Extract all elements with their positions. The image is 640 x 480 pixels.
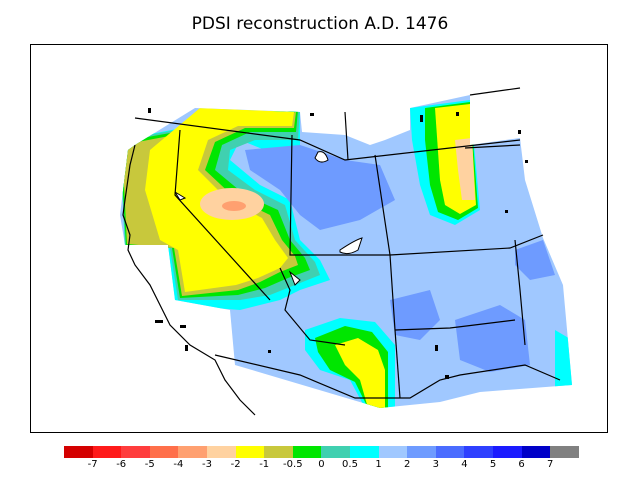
island-mark bbox=[310, 113, 314, 116]
coastline bbox=[122, 144, 256, 416]
border-co-ks bbox=[389, 234, 544, 256]
lake-tahoe bbox=[174, 191, 187, 201]
island-mark bbox=[180, 325, 186, 328]
legend-tick-label: 7 bbox=[547, 459, 554, 470]
pdsi-map bbox=[120, 87, 572, 416]
island-mark bbox=[148, 108, 151, 113]
legend-tick-label: -1 bbox=[259, 459, 270, 470]
border-az-west bbox=[279, 267, 346, 346]
legend-swatch bbox=[292, 446, 322, 458]
island-mark bbox=[445, 375, 449, 379]
legend-tick-label: 4 bbox=[461, 459, 468, 470]
legend-tick-label: -0.5 bbox=[283, 459, 303, 470]
legend-swatch bbox=[464, 446, 493, 458]
legend-tick-label: -2 bbox=[230, 459, 241, 470]
legend-tick-label: 5 bbox=[489, 459, 497, 470]
color-legend-ticks: -7 -6 -5 -4 -3 -2 -1 -0.5 0 0.5 1 2 3 4 5 6 7 bbox=[64, 459, 579, 473]
zone-blue-nm bbox=[455, 305, 530, 372]
island-mark bbox=[420, 115, 423, 122]
legend-swatch bbox=[407, 446, 436, 458]
island-mark bbox=[518, 130, 521, 134]
border-sd bbox=[464, 144, 521, 149]
border-east bbox=[514, 239, 526, 346]
legend-tick-label: 0 bbox=[318, 459, 325, 470]
legend-swatch bbox=[492, 446, 522, 458]
island-mark bbox=[268, 350, 271, 353]
legend-tick-label: -4 bbox=[173, 459, 184, 470]
zone-blue-utah bbox=[245, 145, 395, 230]
zone-orange-nevada bbox=[222, 201, 246, 211]
legend-tick-label: 1 bbox=[375, 459, 382, 470]
island-mark bbox=[456, 112, 459, 116]
zone-peach-east bbox=[455, 138, 475, 200]
border-nm-ok bbox=[394, 319, 516, 331]
legend-tick-label: -7 bbox=[87, 459, 98, 470]
legend-tick-label: 6 bbox=[518, 459, 525, 470]
border-nd bbox=[469, 87, 521, 96]
legend-swatch bbox=[149, 446, 179, 458]
border-az-nm bbox=[394, 329, 401, 399]
zone-blue-co bbox=[390, 290, 440, 340]
map-marks bbox=[148, 108, 528, 379]
legend-swatch bbox=[235, 446, 265, 458]
lake-yellowstone bbox=[314, 151, 329, 163]
zone-yellow-az bbox=[335, 338, 385, 408]
border-id-mt bbox=[344, 111, 349, 161]
legend-swatch bbox=[121, 446, 150, 458]
legend-tick-label: 3 bbox=[432, 459, 439, 470]
legend-swatch bbox=[206, 446, 236, 458]
legend-swatch bbox=[264, 446, 293, 458]
island-mark bbox=[185, 345, 188, 351]
lake-mead bbox=[288, 270, 301, 286]
island-mark bbox=[155, 320, 163, 323]
border-ca-nv bbox=[174, 129, 271, 301]
map-title: PDSI reconstruction A.D. 1476 bbox=[191, 14, 449, 34]
lake-great-salt bbox=[339, 237, 363, 255]
legend-swatch bbox=[550, 446, 579, 458]
legend-swatch bbox=[92, 446, 122, 458]
color-legend-bar bbox=[64, 446, 579, 458]
legend-swatch bbox=[435, 446, 465, 458]
legend-tick-label: -6 bbox=[116, 459, 127, 470]
legend-swatch bbox=[349, 446, 379, 458]
zone-cyan-se bbox=[555, 330, 572, 390]
border-mexico bbox=[214, 354, 561, 399]
legend-tick-label: -5 bbox=[144, 459, 155, 470]
legend-tick-label: 2 bbox=[404, 459, 411, 470]
legend-tick-label: -3 bbox=[202, 459, 212, 470]
legend-tick-label: 0.5 bbox=[342, 459, 358, 470]
legend-swatch bbox=[521, 446, 551, 458]
state-boundaries bbox=[134, 87, 561, 399]
legend-swatch bbox=[378, 446, 408, 458]
legend-swatch bbox=[64, 446, 93, 458]
island-mark bbox=[505, 210, 508, 213]
zone-blue-se bbox=[515, 240, 555, 280]
map-frame bbox=[30, 44, 608, 433]
border-north bbox=[134, 117, 521, 161]
border-nv-ut bbox=[289, 134, 390, 256]
island-mark bbox=[435, 345, 438, 351]
legend-swatch bbox=[321, 446, 350, 458]
legend-swatch bbox=[178, 446, 207, 458]
island-mark bbox=[525, 160, 528, 163]
